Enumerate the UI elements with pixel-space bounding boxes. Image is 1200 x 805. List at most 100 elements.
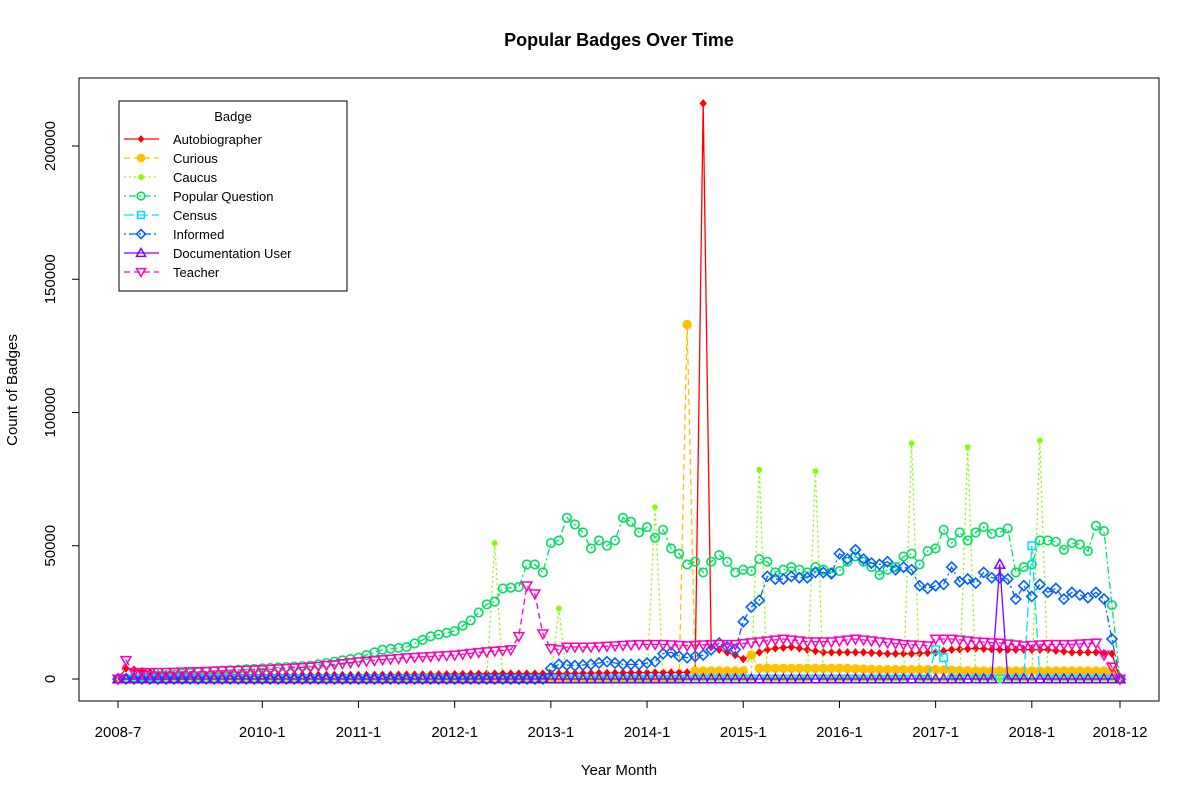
data-point-documentation-user <box>448 672 461 684</box>
data-point-teacher <box>304 662 317 674</box>
data-point-informed <box>424 672 437 686</box>
data-point-documentation-user <box>424 672 437 684</box>
data-point-informed <box>352 672 365 686</box>
data-point-popular-question <box>994 527 1005 538</box>
data-point-popular-question <box>585 543 596 554</box>
data-point-documentation-user <box>913 672 926 684</box>
data-point-autobiographer <box>779 643 787 652</box>
data-point-documentation-user <box>320 672 333 684</box>
data-point-informed <box>753 594 766 607</box>
data-point-autobiographer <box>964 644 972 654</box>
data-point-teacher <box>576 642 590 654</box>
data-point-popular-question <box>714 550 725 561</box>
data-point-informed <box>616 658 630 671</box>
data-point-documentation-user <box>961 672 974 684</box>
data-point-informed <box>1025 590 1038 603</box>
data-point-informed <box>785 570 798 583</box>
data-point-informed <box>1041 586 1054 599</box>
data-point-autobiographer <box>923 648 932 658</box>
data-point-popular-question <box>513 582 524 593</box>
data-point-informed <box>368 672 381 686</box>
data-point-teacher <box>536 629 550 641</box>
data-point-informed <box>280 672 293 686</box>
legend-label: Curious <box>173 151 218 166</box>
data-point-popular-question <box>946 538 957 549</box>
data-point-popular-question <box>970 527 981 538</box>
data-point-autobiographer <box>1076 648 1084 657</box>
data-point-documentation-user <box>929 672 942 684</box>
data-point-teacher <box>223 666 237 678</box>
data-point-documentation-user <box>664 672 678 684</box>
data-point-teacher <box>280 663 293 675</box>
data-point-autobiographer <box>915 648 924 658</box>
data-point-popular-question <box>842 556 853 567</box>
data-point-informed <box>256 672 269 686</box>
data-point-popular-question <box>465 615 476 626</box>
data-point-curious <box>995 666 1005 676</box>
data-point-autobiographer <box>835 648 844 657</box>
data-point-documentation-user <box>1009 672 1023 684</box>
data-point-autobiographer <box>843 648 852 657</box>
data-point-teacher <box>664 640 678 652</box>
data-point-teacher <box>1049 639 1063 651</box>
data-point-teacher <box>905 640 918 652</box>
data-point-documentation-user <box>576 672 590 684</box>
y-tick-label: 150000 <box>42 254 59 304</box>
data-point-informed <box>1065 586 1079 599</box>
data-point-teacher <box>825 637 838 649</box>
data-point-autobiographer <box>1108 649 1116 658</box>
data-point-documentation-user <box>143 672 157 684</box>
data-point-informed <box>480 672 493 686</box>
data-point-informed <box>1105 632 1119 646</box>
data-point-curious <box>778 663 789 674</box>
data-point-teacher <box>496 645 510 657</box>
data-point-teacher <box>1057 639 1071 651</box>
data-point-informed <box>320 672 333 686</box>
data-point-curious <box>842 663 853 674</box>
data-point-teacher <box>897 639 910 651</box>
data-point-popular-question <box>674 548 685 559</box>
data-point-documentation-user <box>247 672 261 684</box>
data-point-informed <box>208 672 221 686</box>
data-point-documentation-user <box>1105 672 1119 684</box>
data-point-documentation-user <box>865 672 878 684</box>
data-point-documentation-user <box>400 672 413 684</box>
data-point-teacher <box>1001 639 1015 651</box>
data-point-documentation-user <box>191 672 205 684</box>
data-point-caucus <box>555 605 562 612</box>
legend-label: Autobiographer <box>173 132 263 147</box>
data-point-autobiographer <box>819 648 828 657</box>
data-point-teacher <box>777 634 790 646</box>
data-point-teacher <box>849 634 862 646</box>
data-point-documentation-user <box>680 672 694 684</box>
data-point-teacher <box>135 667 149 679</box>
data-point-popular-question <box>930 543 941 554</box>
data-point-popular-question <box>906 548 917 559</box>
data-point-popular-question <box>601 540 613 551</box>
data-point-informed <box>224 672 237 686</box>
series-line-informed <box>118 548 1121 680</box>
data-point-documentation-user <box>352 672 365 684</box>
y-tick-label: 100000 <box>42 387 59 437</box>
data-point-curious <box>834 663 845 674</box>
data-point-documentation-user <box>296 672 309 684</box>
data-point-curious <box>746 650 757 660</box>
data-point-informed <box>440 672 453 686</box>
data-point-informed <box>969 576 982 590</box>
data-point-informed <box>151 672 165 686</box>
data-point-teacher <box>881 638 894 650</box>
data-point-informed <box>817 566 830 579</box>
data-point-documentation-user <box>945 672 958 684</box>
data-point-informed <box>119 672 133 686</box>
data-point-documentation-user <box>833 672 846 684</box>
data-point-documentation-user <box>280 672 293 684</box>
data-point-documentation-user <box>159 672 173 684</box>
data-point-popular-question <box>489 596 500 607</box>
x-tick-label: 2017-1 <box>912 724 959 741</box>
data-point-informed <box>512 672 525 686</box>
data-point-documentation-user <box>785 672 798 684</box>
data-point-documentation-user <box>720 672 734 684</box>
data-point-autobiographer <box>122 664 130 673</box>
legend: Badge Autobiographer Curious Caucus Popular … <box>118 100 348 292</box>
